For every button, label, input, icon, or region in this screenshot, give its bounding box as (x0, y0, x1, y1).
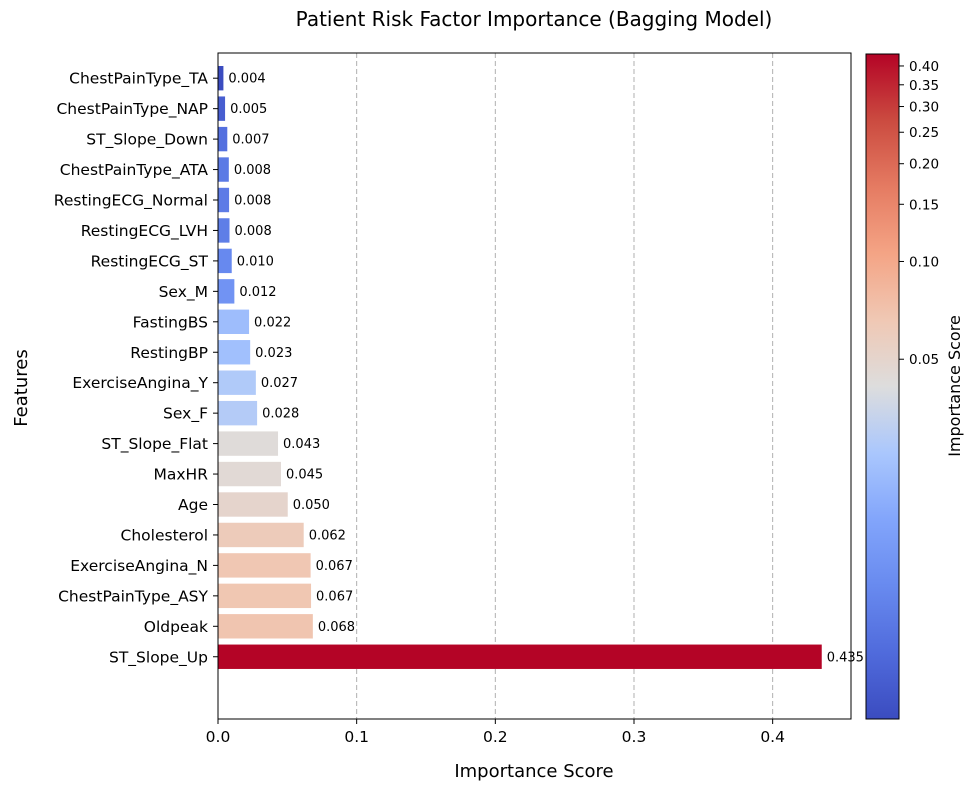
bar-value-label: 0.045 (286, 468, 323, 483)
colorbar-tick-label: 0.35 (909, 78, 939, 94)
bar-value-label: 0.010 (237, 254, 274, 269)
bar (218, 400, 258, 426)
bar-value-labels: 0.435 0.068 0.067 0.067 0.062 0.050 0.045 0.043… (228, 72, 864, 666)
bar (218, 126, 228, 152)
bar (218, 96, 226, 121)
y-tick-label: RestingECG_LVH (81, 222, 208, 241)
colorbar (865, 53, 900, 720)
y-tick-label: ST_Slope_Up (109, 648, 208, 667)
bar-value-label: 0.027 (261, 376, 298, 391)
y-tick-label: Cholesterol (121, 526, 208, 544)
bar-value-label: 0.050 (293, 498, 330, 513)
colorbar-tick-label: 0.25 (909, 125, 939, 141)
y-tick-label: ST_Slope_Down (86, 131, 208, 150)
x-tick-label: 0.4 (760, 728, 785, 746)
bar-value-label: 0.435 (827, 650, 864, 665)
y-tick-label: ChestPainType_NAP (56, 100, 208, 119)
colorbar-tick-label: 0.10 (909, 254, 939, 270)
bar-value-label: 0.028 (262, 407, 299, 422)
x-tick-label: 0.3 (622, 728, 647, 746)
y-tick-label: FastingBS (133, 313, 208, 331)
x-tick-label: 0.0 (206, 728, 231, 746)
y-tick-label: Sex_F (163, 405, 208, 424)
y-axis-label: Features (11, 349, 32, 426)
bar-value-label: 0.005 (230, 102, 267, 117)
bar (218, 340, 251, 365)
bar (218, 492, 288, 517)
y-tick-label: Oldpeak (144, 618, 208, 636)
x-axis-label: Importance Score (454, 761, 613, 782)
y-tick-label: RestingECG_ST (91, 252, 209, 271)
bar (218, 218, 230, 243)
colorbar-tick-label: 0.30 (909, 100, 939, 116)
y-tick-label: ExerciseAngina_Y (72, 374, 208, 393)
bar (218, 522, 304, 548)
bar (218, 309, 250, 334)
bar-value-label: 0.022 (254, 315, 291, 330)
bar (218, 370, 256, 395)
bar-value-label: 0.012 (239, 285, 276, 300)
colorbar-label: Importance Score (945, 315, 964, 457)
bar (218, 157, 229, 182)
y-tick-label: Sex_M (159, 283, 208, 302)
x-tick-label: 0.1 (344, 728, 369, 746)
bar-value-label: 0.067 (316, 589, 353, 604)
colorbar-tick-label: 0.20 (909, 157, 939, 173)
gridlines (356, 53, 774, 719)
bar (218, 583, 312, 609)
bar-value-label: 0.062 (309, 528, 346, 543)
bars (218, 66, 822, 669)
y-tick-label: MaxHR (154, 466, 209, 484)
y-tick-label: ST_Slope_Flat (101, 435, 208, 454)
bar (218, 248, 232, 274)
bar (218, 553, 311, 578)
bar-value-label: 0.043 (283, 437, 320, 452)
bar-value-label: 0.008 (234, 194, 271, 209)
y-tick-label: RestingBP (130, 344, 208, 362)
y-axis-ticks: ST_Slope_Up Oldpeak ChestPainType_ASY Exerc… (54, 70, 218, 667)
bar-value-label: 0.067 (316, 559, 353, 574)
bar-value-label: 0.068 (318, 620, 355, 635)
bar-value-label: 0.008 (235, 224, 272, 239)
colorbar-tick-label: 0.40 (909, 59, 939, 75)
bar-value-label: 0.004 (228, 72, 265, 87)
bar (218, 279, 235, 304)
y-tick-label: RestingECG_Normal (54, 192, 208, 211)
bar-value-label: 0.007 (232, 133, 269, 148)
y-tick-label: ChestPainType_ASY (58, 587, 208, 606)
y-tick-label: ExerciseAngina_N (70, 557, 208, 576)
bar (218, 644, 822, 669)
chart-title: Patient Risk Factor Importance (Bagging … (296, 7, 773, 31)
colorbar-tick-label: 0.05 (909, 352, 939, 368)
bar (218, 461, 281, 487)
bar (218, 187, 230, 213)
y-tick-label: Age (178, 496, 208, 514)
colorbar-tick-label: 0.15 (909, 197, 939, 213)
colorbar-ticks: 0.05 0.10 0.15 0.20 0.25 0.30 0.35 0.40 (899, 59, 939, 368)
bar (218, 614, 313, 639)
bar (218, 431, 279, 456)
bar-value-label: 0.023 (255, 346, 292, 361)
x-tick-label: 0.2 (483, 728, 508, 746)
bar-value-label: 0.008 (234, 163, 271, 178)
bar (218, 66, 224, 91)
y-tick-label: ChestPainType_ATA (60, 161, 209, 180)
x-axis-ticks: 0.0 0.1 0.2 0.3 0.4 (206, 719, 785, 746)
plot-frame (217, 52, 852, 720)
y-tick-label: ChestPainType_TA (69, 70, 208, 89)
